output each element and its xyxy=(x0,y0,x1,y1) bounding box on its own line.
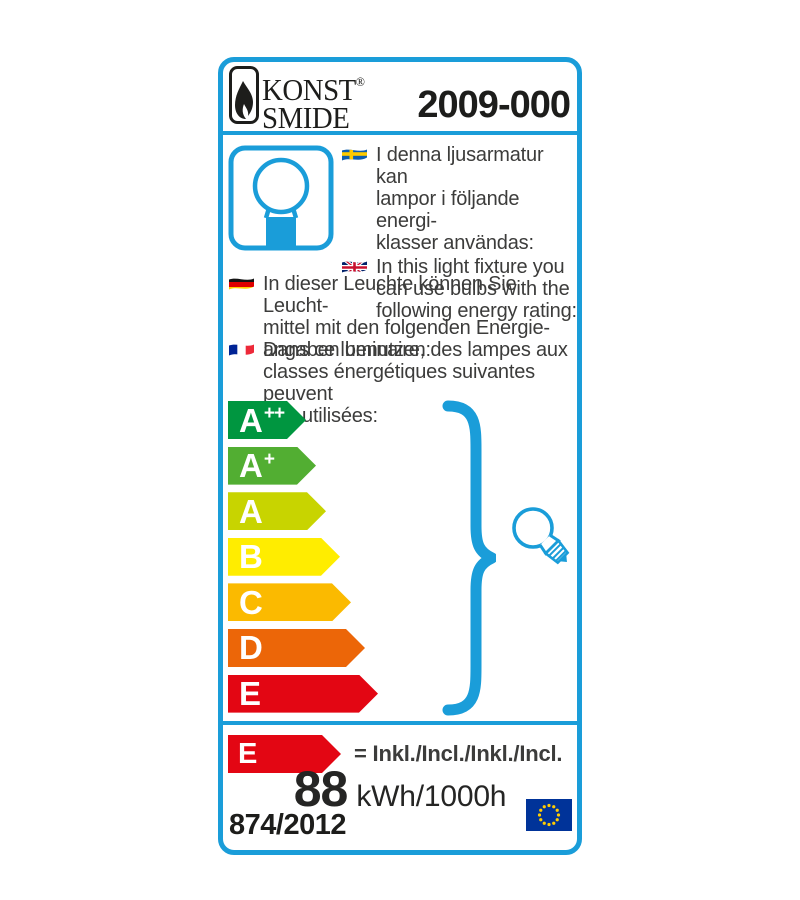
rating-class-letter: E xyxy=(238,737,258,770)
regulation-number: 874/2012 xyxy=(229,809,346,841)
intro-text-en: In this light fixture you can use bulbs … xyxy=(376,256,577,322)
intro-fr-row: Dans ce luminaire, des lampes aux classe… xyxy=(229,339,577,427)
consumption: 88 kWh/1000h xyxy=(223,760,577,818)
energy-class-c: C xyxy=(228,583,351,621)
brand-name: KONST® SMIDE xyxy=(262,68,365,135)
rating-row: E = Inkl./Incl./Inkl./Incl. xyxy=(228,735,563,773)
section-divider xyxy=(223,721,577,725)
intro-sv-row: I denna ljusarmatur kan lampor i följand… xyxy=(342,144,577,254)
model-number: 2009-000 xyxy=(417,84,571,126)
eu-flag-icon xyxy=(526,799,572,831)
header-divider xyxy=(223,131,577,135)
konstsmide-flame-icon xyxy=(229,66,259,124)
energy-class-b: B xyxy=(228,538,340,576)
germany-flag-icon xyxy=(229,278,254,290)
sweden-flag-icon xyxy=(342,149,367,161)
energy-class-d: D xyxy=(228,629,365,667)
energy-class-a-plus-plus: A ++ xyxy=(228,401,306,439)
intro-text-sv: I denna ljusarmatur kan lampor i följand… xyxy=(376,144,544,254)
intro-text-de: In dieser Leuchte können Sie Leucht- mit… xyxy=(263,273,550,361)
energy-class-e: E xyxy=(228,675,378,713)
lightbulb-small-icon xyxy=(512,507,570,565)
brand-logo: KONST® SMIDE xyxy=(229,66,373,135)
energy-scale: A ++ A + A B C D E xyxy=(228,401,378,720)
uk-flag-icon xyxy=(342,261,367,273)
intro-column-right: I denna ljusarmatur kan lampor i följand… xyxy=(342,144,577,322)
rating-equals-text: = Inkl./Incl./Inkl./Incl. xyxy=(354,741,563,766)
consumption-unit: kWh/1000h xyxy=(356,780,507,813)
brand-name-line2: SMIDE xyxy=(262,100,350,135)
energy-class-a: A xyxy=(228,492,326,530)
registered-trademark: ® xyxy=(355,74,365,89)
energy-class-a-plus: A + xyxy=(228,447,316,485)
intro-text-fr: Dans ce luminaire, des lampes aux classe… xyxy=(263,339,568,427)
intro-de-row: In dieser Leuchte können Sie Leucht- mit… xyxy=(229,273,577,361)
intro-en-row: In this light fixture you can use bulbs … xyxy=(342,256,577,322)
lightbulb-pictogram-icon xyxy=(228,145,334,251)
rating-arrow: E xyxy=(228,735,341,773)
curly-brace-icon xyxy=(442,400,496,716)
energy-label: KONST® SMIDE 2009-000 I denna ljusarmatu… xyxy=(218,57,582,855)
consumption-value: 88 xyxy=(293,761,349,817)
brand-name-line1: KONST xyxy=(262,72,356,107)
france-flag-icon xyxy=(229,344,254,356)
